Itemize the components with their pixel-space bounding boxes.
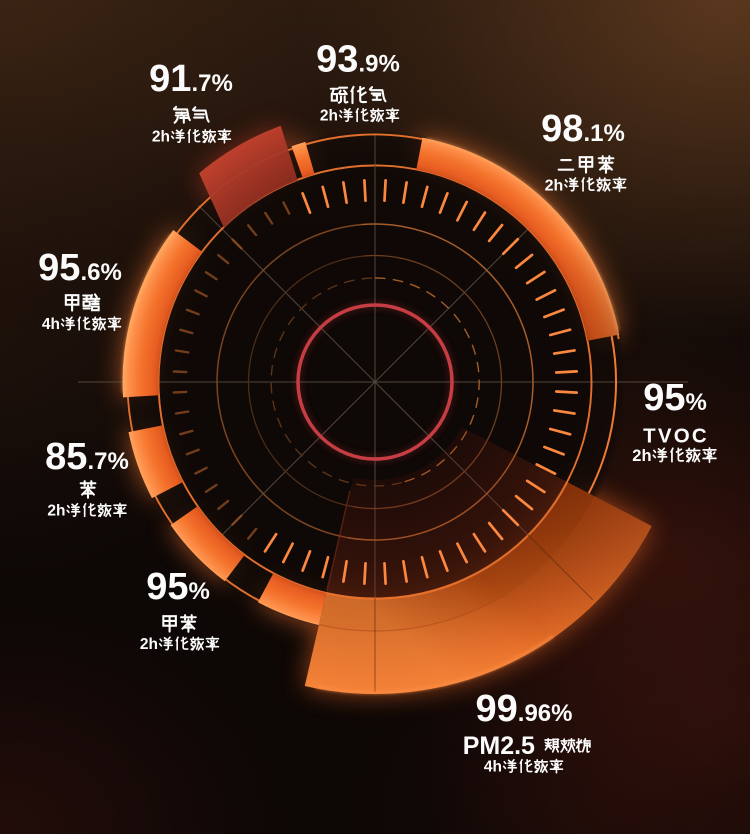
svg-text:95.6%: 95.6%: [38, 247, 122, 289]
svg-text:2h: 2h: [140, 636, 158, 653]
svg-text:PM2.5: PM2.5: [463, 732, 535, 760]
svg-text:2h: 2h: [320, 108, 338, 125]
svg-text:99.96%: 99.96%: [476, 688, 573, 730]
svg-text:2h: 2h: [152, 129, 170, 146]
svg-text:98.1%: 98.1%: [541, 108, 625, 150]
svg-text:2h: 2h: [47, 503, 65, 520]
svg-text:93.9%: 93.9%: [316, 39, 400, 81]
svg-text:85.7%: 85.7%: [45, 436, 129, 478]
svg-text:95%: 95%: [643, 377, 707, 419]
svg-text:TVOC: TVOC: [643, 425, 709, 448]
svg-text:2h: 2h: [545, 177, 564, 194]
svg-text:2h: 2h: [632, 447, 651, 465]
svg-text:95%: 95%: [146, 566, 210, 608]
svg-text:4h: 4h: [484, 759, 502, 776]
svg-text:91.7%: 91.7%: [149, 58, 233, 100]
svg-text:4h: 4h: [42, 316, 60, 333]
